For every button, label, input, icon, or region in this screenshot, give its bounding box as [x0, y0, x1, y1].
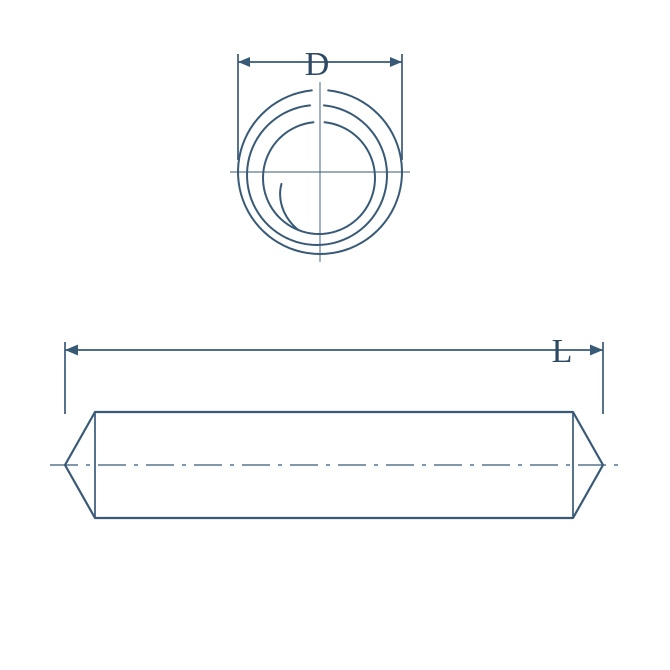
dim-label-l: L: [552, 333, 573, 370]
top-view: D: [230, 46, 410, 262]
arrowhead: [238, 57, 250, 67]
dim-label-d: D: [305, 46, 330, 83]
side-view: L: [50, 333, 618, 518]
arrowhead: [65, 345, 78, 356]
arrowhead: [390, 57, 402, 67]
coil-hook: [280, 184, 298, 230]
coil-turn: [263, 122, 375, 234]
pin-outline: [65, 412, 603, 518]
coil-turn: [247, 105, 387, 245]
arrowhead: [590, 345, 603, 356]
